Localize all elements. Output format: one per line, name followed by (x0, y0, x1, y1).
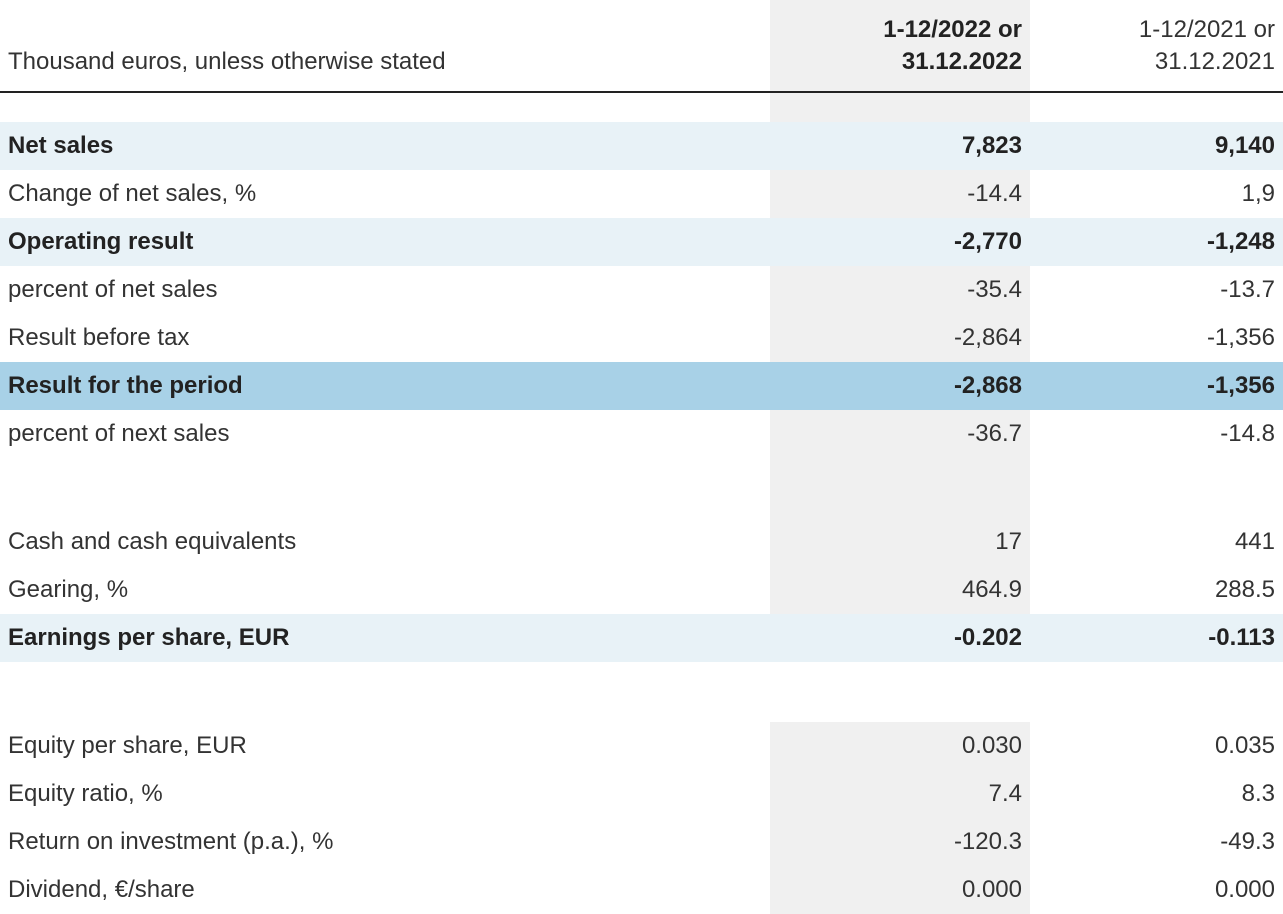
cell-2021: 441 (1030, 518, 1283, 566)
header-2022-line1: 1-12/2022 or (883, 16, 1022, 43)
cell-2022: 17 (770, 518, 1030, 566)
row-result-period: Result for the period -2,868 -1,356 (0, 362, 1283, 410)
cell-2021: -1,356 (1030, 314, 1283, 362)
cell-label: Cash and cash equivalents (0, 518, 770, 566)
row-cash: Cash and cash equivalents 17 441 (0, 518, 1283, 566)
cell-label: percent of net sales (0, 266, 770, 314)
cell-2021: -14.8 (1030, 410, 1283, 458)
cell-2021: 0.000 (1030, 866, 1283, 914)
table-header-row: Thousand euros, unless otherwise stated … (0, 0, 1283, 91)
row-roi: Return on investment (p.a.), % -120.3 -4… (0, 818, 1283, 866)
cell-2022: 7.4 (770, 770, 1030, 818)
cell-label: percent of next sales (0, 410, 770, 458)
row-result-before-tax: Result before tax -2,864 -1,356 (0, 314, 1283, 362)
cell-label: Net sales (0, 122, 770, 170)
cell-label: Return on investment (p.a.), % (0, 818, 770, 866)
cell-2022: -2,868 (770, 362, 1030, 410)
cell-label: Equity per share, EUR (0, 722, 770, 770)
cell-2021: 9,140 (1030, 122, 1283, 170)
row-dividend: Dividend, €/share 0.000 0.000 (0, 866, 1283, 914)
row-change-net-sales: Change of net sales, % -14.4 1,9 (0, 170, 1283, 218)
financial-summary-table: Thousand euros, unless otherwise stated … (0, 0, 1283, 914)
cell-label: Result before tax (0, 314, 770, 362)
row-operating-result: Operating result -2,770 -1,248 (0, 218, 1283, 266)
cell-2021: -49.3 (1030, 818, 1283, 866)
cell-2021: 0.035 (1030, 722, 1283, 770)
cell-2021: -1,356 (1030, 362, 1283, 410)
cell-2022: -2,770 (770, 218, 1030, 266)
header-2022-line2: 31.12.2022 (902, 48, 1022, 75)
row-pct-net-sales-1: percent of net sales -35.4 -13.7 (0, 266, 1283, 314)
spacer (0, 458, 1283, 488)
cell-2022: -120.3 (770, 818, 1030, 866)
header-2021: 1-12/2021 or 31.12.2021 (1030, 0, 1283, 91)
header-2022: 1-12/2022 or 31.12.2022 (770, 0, 1030, 91)
cell-2021: 8.3 (1030, 770, 1283, 818)
cell-label: Result for the period (0, 362, 770, 410)
spacer (0, 488, 1283, 518)
header-2021-line2: 31.12.2021 (1155, 48, 1275, 75)
row-net-sales: Net sales 7,823 9,140 (0, 122, 1283, 170)
cell-2022: 0.000 (770, 866, 1030, 914)
cell-label: Gearing, % (0, 566, 770, 614)
cell-2022: 7,823 (770, 122, 1030, 170)
row-pct-net-sales-2: percent of next sales -36.7 -14.8 (0, 410, 1283, 458)
cell-2021: 1,9 (1030, 170, 1283, 218)
cell-2021: 288.5 (1030, 566, 1283, 614)
row-equity-per-share: Equity per share, EUR 0.030 0.035 (0, 722, 1283, 770)
row-gearing: Gearing, % 464.9 288.5 (0, 566, 1283, 614)
cell-2022: 0.030 (770, 722, 1030, 770)
cell-2022: -2,864 (770, 314, 1030, 362)
header-label: Thousand euros, unless otherwise stated (0, 0, 770, 91)
spacer (0, 692, 1283, 722)
cell-2022: -35.4 (770, 266, 1030, 314)
cell-2021: -0.113 (1030, 614, 1283, 662)
row-eps: Earnings per share, EUR -0.202 -0.113 (0, 614, 1283, 662)
spacer (0, 92, 1283, 122)
header-2021-line1: 1-12/2021 or (1139, 16, 1275, 43)
row-equity-ratio: Equity ratio, % 7.4 8.3 (0, 770, 1283, 818)
cell-label: Equity ratio, % (0, 770, 770, 818)
cell-2021: -13.7 (1030, 266, 1283, 314)
cell-label: Change of net sales, % (0, 170, 770, 218)
spacer (0, 662, 1283, 692)
cell-label: Earnings per share, EUR (0, 614, 770, 662)
cell-2022: -0.202 (770, 614, 1030, 662)
cell-2022: -14.4 (770, 170, 1030, 218)
cell-2022: 464.9 (770, 566, 1030, 614)
cell-label: Operating result (0, 218, 770, 266)
cell-2022: -36.7 (770, 410, 1030, 458)
cell-2021: -1,248 (1030, 218, 1283, 266)
cell-label: Dividend, €/share (0, 866, 770, 914)
